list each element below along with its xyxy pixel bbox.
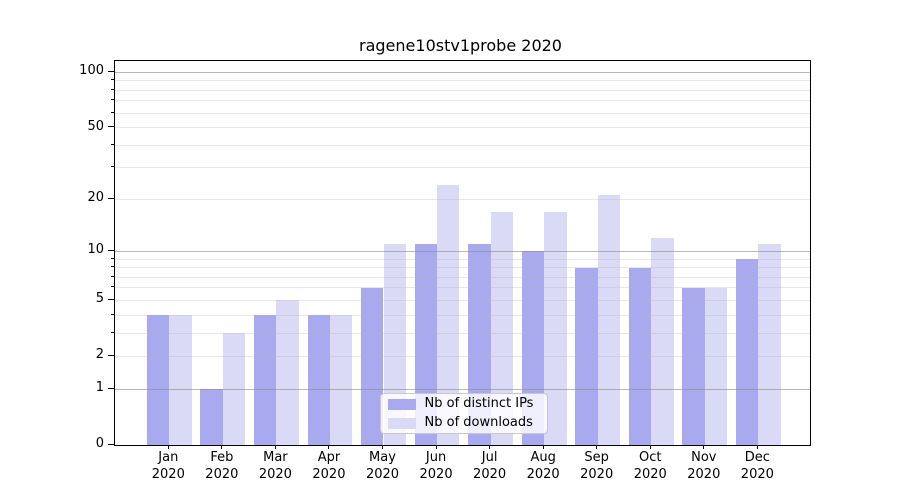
bar-downloads-jul — [490, 211, 513, 445]
bar-ips-apr — [307, 315, 330, 445]
x-tick-oct — [649, 445, 651, 449]
y-minor-tick-60 — [110, 111, 114, 113]
bar-downloads-oct — [651, 237, 674, 445]
y-minor-tick-8 — [110, 266, 114, 268]
x-tick-sep — [596, 445, 598, 449]
legend-swatch-distinct-ips — [387, 398, 416, 410]
chart-title: ragene10stv1probe 2020 — [359, 36, 562, 55]
bar-ips-oct — [628, 267, 652, 445]
x-tick-label-apr: Apr 2020 — [312, 450, 346, 482]
x-tick-apr — [328, 445, 330, 449]
y-tick-0 — [107, 443, 114, 445]
bars-layer — [115, 61, 810, 445]
bar-downloads-nov — [704, 287, 728, 445]
legend-label-downloads: Nb of downloads — [424, 415, 533, 430]
bar-ips-mar — [254, 315, 277, 445]
y-tick-label-50: 50 — [87, 118, 104, 134]
y-minor-tick-80 — [110, 88, 114, 90]
y-minor-tick-90 — [110, 79, 114, 81]
x-tick-aug — [542, 445, 544, 449]
x-tick-jul — [489, 445, 491, 449]
x-tick-may — [382, 445, 383, 449]
bar-downloads-aug — [544, 211, 567, 445]
bar-downloads-sep — [597, 195, 621, 445]
y-tick-5 — [107, 298, 114, 300]
bar-downloads-apr — [329, 315, 353, 445]
bar-downloads-jun — [437, 185, 460, 445]
y-tick-1 — [107, 387, 114, 389]
y-minor-tick-9 — [110, 257, 114, 259]
bar-ips-feb — [200, 389, 223, 445]
y-tick-20 — [107, 197, 114, 199]
y-tick-label-1: 1 — [95, 380, 104, 396]
x-tick-label-aug: Aug 2020 — [526, 450, 560, 482]
x-tick-dec — [756, 445, 758, 449]
y-minor-tick-4 — [110, 313, 114, 315]
bar-downloads-feb — [222, 333, 246, 445]
x-tick-label-may: May 2020 — [365, 450, 400, 482]
x-tick-label-feb: Feb 2020 — [205, 450, 239, 482]
y-minor-tick-40 — [110, 143, 114, 145]
y-tick-2 — [107, 354, 114, 356]
legend-swatch-downloads — [387, 417, 416, 429]
y-minor-tick-3 — [110, 331, 114, 333]
x-tick-label-jul: Jul 2020 — [473, 450, 507, 482]
x-tick-mar — [274, 445, 276, 449]
y-tick-10 — [107, 249, 114, 251]
x-tick-label-mar: Mar 2020 — [258, 450, 292, 482]
y-tick-label-10: 10 — [87, 242, 104, 258]
y-minor-tick-30 — [110, 166, 114, 168]
y-minor-tick-7 — [110, 275, 114, 277]
plot-area: Nb of distinct IPs Nb of downloads — [113, 60, 811, 446]
y-tick-100 — [107, 70, 114, 72]
bar-downloads-mar — [276, 300, 299, 445]
x-tick-feb — [221, 445, 223, 449]
y-tick-label-2: 2 — [95, 347, 104, 363]
legend-item-distinct-ips: Nb of distinct IPs — [387, 396, 539, 412]
y-minor-tick-70 — [110, 99, 114, 101]
bar-ips-may — [361, 287, 384, 445]
legend-item-downloads: Nb of downloads — [387, 415, 539, 431]
x-tick-nov — [703, 445, 705, 449]
y-tick-label-0: 0 — [95, 436, 104, 451]
x-tick-label-nov: Nov 2020 — [687, 450, 721, 482]
y-tick-50 — [107, 126, 114, 128]
x-tick-label-dec: Dec 2020 — [740, 450, 774, 482]
bar-ips-jan — [146, 315, 170, 445]
bar-ips-dec — [735, 259, 759, 445]
legend-label-distinct-ips: Nb of distinct IPs — [424, 396, 534, 411]
x-tick-jan — [167, 445, 169, 449]
bar-downloads-jan — [169, 315, 192, 445]
bar-downloads-dec — [758, 244, 781, 445]
x-tick-label-jun: Jun 2020 — [419, 450, 453, 482]
y-tick-label-20: 20 — [87, 190, 104, 206]
y-minor-tick-6 — [110, 286, 114, 288]
x-tick-label-jan: Jan 2020 — [151, 450, 185, 482]
x-tick-label-sep: Sep 2020 — [580, 450, 614, 482]
x-tick-label-oct: Oct 2020 — [633, 450, 667, 482]
legend: Nb of distinct IPs Nb of downloads — [379, 393, 548, 434]
y-tick-label-100: 100 — [79, 63, 104, 79]
y-tick-label-5: 5 — [95, 291, 104, 307]
bar-ips-nov — [682, 287, 705, 445]
x-tick-jun — [435, 445, 437, 449]
bar-ips-sep — [575, 267, 598, 445]
